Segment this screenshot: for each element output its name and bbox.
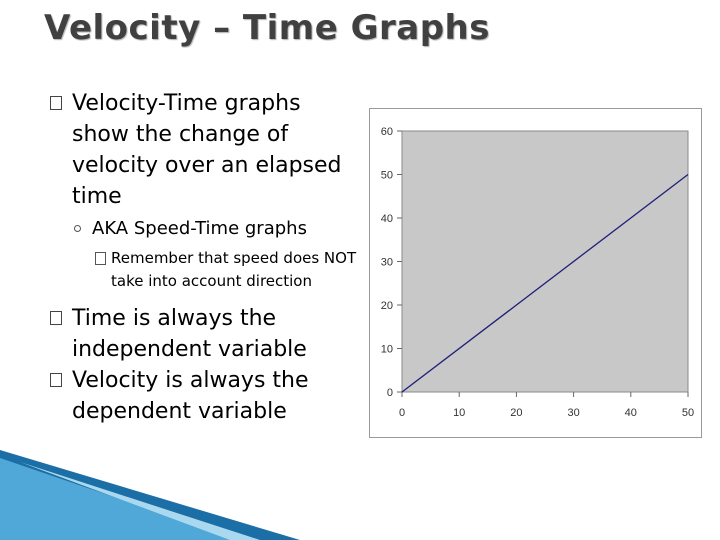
stripe-band (20, 462, 260, 540)
bullet-text: Velocity-Time graphs show the change of … (72, 91, 342, 209)
y-tick-label: 30 (381, 257, 393, 269)
decorative-stripe (0, 450, 300, 540)
x-tick-label: 30 (567, 407, 579, 419)
x-tick-label: 0 (399, 407, 405, 419)
bullet-text: Remember that speed does NOT take into a… (111, 249, 357, 290)
bullet-list: Velocity-Time graphs show the change of … (50, 88, 360, 427)
bullet-text: Velocity is always the dependent variabl… (72, 368, 309, 424)
y-tick-label: 50 (381, 170, 393, 182)
series-line (401, 173, 689, 393)
bullet-item: Velocity is always the dependent variabl… (50, 365, 360, 427)
box-glyph-icon (95, 252, 106, 265)
x-tick-label: 40 (625, 407, 637, 419)
bullet-item: Time is always the independent variable (50, 303, 360, 365)
y-tick-label: 60 (381, 126, 393, 138)
circle-bullet-icon (74, 225, 81, 232)
bullet-item: Velocity-Time graphs show the change of … (50, 88, 360, 212)
x-tick-label: 10 (453, 407, 465, 419)
y-tick-label: 0 (387, 387, 393, 399)
bullet-text: AKA Speed-Time graphs (92, 218, 307, 239)
y-tick-label: 10 (381, 344, 393, 356)
y-tick-label: 20 (381, 300, 393, 312)
sub-sub-bullet-item: Remember that speed does NOT take into a… (50, 247, 360, 293)
chart-canvas: 0 10 20 30 40 50 60 0 10 20 30 40 50 (381, 126, 694, 419)
y-tick-label: 40 (381, 213, 393, 225)
sub-bullet-item: AKA Speed-Time graphs (50, 216, 360, 241)
plot-area (401, 130, 689, 393)
bullet-text: Time is always the independent variable (72, 306, 307, 362)
slide-title: Velocity – Time Graphs (44, 8, 490, 48)
square-bullet-icon (50, 96, 62, 110)
x-tick-label: 50 (682, 407, 694, 419)
square-bullet-icon (50, 311, 62, 325)
square-bullet-icon (50, 373, 62, 387)
velocity-time-chart: 0 10 20 30 40 50 60 0 10 20 30 40 50 (369, 108, 702, 438)
x-tick-label: 20 (510, 407, 522, 419)
